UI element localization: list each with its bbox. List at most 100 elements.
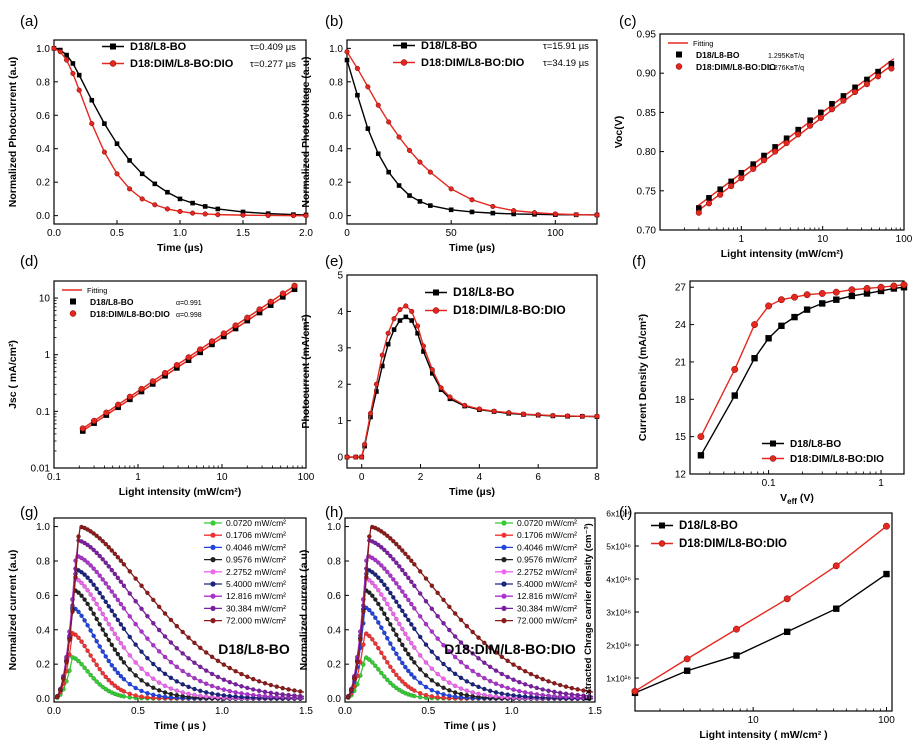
data-point (877, 283, 885, 291)
data-point (145, 613, 150, 619)
x-axis-label: Light intensity (mW/cm²) (119, 486, 242, 498)
data-point (493, 690, 499, 695)
data-point (476, 691, 481, 697)
legend-swatch-marker (501, 605, 507, 612)
series-line (700, 286, 905, 456)
data-point (373, 540, 378, 546)
data-point (386, 119, 392, 125)
data-point (429, 367, 435, 373)
series-7 (344, 538, 594, 700)
legend-label: 12.816 mW/cm² (226, 591, 286, 601)
series-8 (53, 524, 305, 700)
data-point (115, 597, 121, 603)
data-point (367, 577, 372, 583)
data-point (409, 656, 414, 661)
data-point (262, 680, 268, 686)
data-point (168, 617, 174, 623)
data-point (396, 134, 402, 140)
data-point (115, 401, 122, 408)
data-point (388, 606, 393, 612)
y-tick-label: 0 (337, 453, 343, 464)
y-tick-label: 0.01 (31, 464, 51, 475)
data-point (186, 691, 191, 697)
inset-title: D18/L8-BO (218, 641, 290, 657)
data-point (464, 664, 470, 670)
data-point (79, 593, 84, 599)
data-point (373, 572, 378, 577)
data-point (482, 692, 487, 698)
panel-c: 1 10 100 0.70 0.75 0.80 0.85 0.90 0.95 Light inte… (613, 13, 913, 260)
data-point (420, 343, 427, 349)
data-point (139, 583, 144, 589)
legend-fit-label: Fitting (87, 286, 107, 295)
data-point (517, 693, 522, 699)
data-point (511, 208, 517, 214)
data-point (268, 690, 274, 696)
data-point (364, 655, 369, 660)
data-point (145, 655, 150, 661)
data-point (150, 685, 156, 691)
data-point (76, 577, 81, 583)
data-point (487, 688, 493, 694)
data-point (82, 597, 87, 602)
data-point (180, 668, 185, 674)
data-point (168, 659, 174, 665)
data-point (280, 294, 286, 300)
data-point (97, 573, 102, 578)
data-point (407, 193, 412, 198)
data-point (94, 662, 99, 668)
data-point (777, 296, 785, 304)
data-point (109, 626, 115, 632)
data-point (697, 433, 705, 441)
legend-label: D18:DIM/L8-BO:DIO (679, 538, 787, 550)
data-point (388, 553, 393, 559)
data-point (106, 604, 112, 609)
legend-label: D18/L8-BO (90, 297, 134, 307)
data-point (174, 692, 180, 698)
data-point (409, 672, 414, 677)
plot-frame (659, 33, 905, 231)
legend-label: 30.384 mW/cm² (226, 603, 286, 613)
legend-annotation: 1.295KʙT/q (768, 53, 804, 60)
data-point (79, 661, 84, 667)
data-point (441, 661, 446, 667)
data-point (79, 555, 84, 561)
data-point (397, 318, 403, 323)
data-point (88, 653, 93, 658)
data-point (731, 365, 739, 373)
data-point (476, 406, 482, 412)
data-point (819, 300, 826, 307)
data-point (180, 690, 185, 695)
data-point (303, 213, 309, 219)
series-0 (51, 46, 309, 218)
data-point (417, 614, 423, 619)
data-point (535, 412, 541, 418)
x-tick-label: 0.0 (47, 706, 61, 717)
x-tick-label: 8 (594, 472, 600, 483)
data-point (186, 656, 191, 661)
data-point (79, 639, 84, 644)
data-point (291, 282, 298, 289)
panel-e: 0 2 4 6 8 0 1 2 3 4 5 Time (µs) Photocurrent (mA/cm²… (300, 253, 600, 498)
data-point (421, 349, 426, 354)
data-point (355, 659, 360, 665)
data-point (470, 629, 475, 635)
x-tick-label: 1.0 (505, 706, 519, 717)
data-point (367, 590, 372, 595)
legend-swatch-marker (210, 544, 216, 551)
data-point (121, 645, 127, 650)
data-point (412, 606, 417, 611)
data-point (552, 693, 557, 699)
series-0 (631, 570, 890, 697)
data-point (470, 651, 475, 656)
data-point (594, 413, 600, 419)
data-point (400, 567, 405, 573)
data-point (382, 566, 387, 571)
data-point (292, 688, 297, 693)
y-axis-label: Extracted Chrage carrier density (cm⁻³) (583, 523, 594, 701)
data-point (109, 567, 115, 573)
data-point (57, 49, 63, 55)
data-point (403, 551, 408, 557)
data-point (890, 282, 898, 290)
data-point (417, 653, 423, 658)
